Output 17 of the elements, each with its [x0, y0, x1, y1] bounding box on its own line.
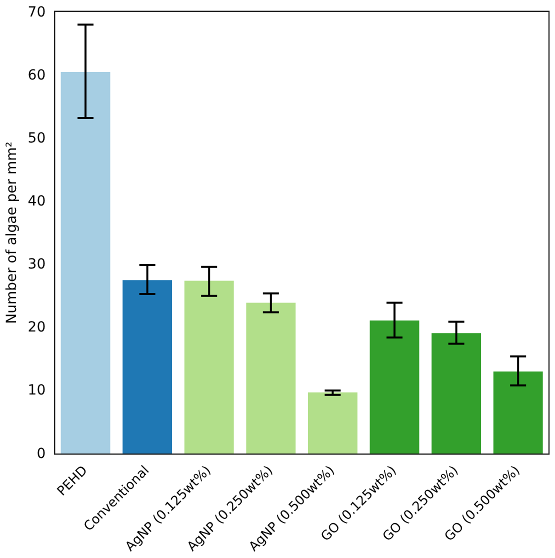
bar: [122, 280, 172, 454]
bar: [60, 72, 110, 454]
bar: [370, 320, 420, 454]
bar: [308, 392, 358, 454]
y-tick-label: 70: [28, 4, 46, 20]
y-tick-label: 30: [28, 256, 46, 273]
bar: [432, 333, 482, 454]
y-tick-label: 20: [28, 320, 46, 336]
y-tick-label: 0: [36, 446, 46, 462]
bar: [246, 302, 296, 454]
bar: [493, 372, 543, 454]
y-tick-label: 10: [28, 382, 46, 399]
y-tick-label: 50: [28, 130, 46, 146]
y-axis-title: Number of algae per mm²: [4, 142, 20, 324]
y-tick-label: 60: [28, 67, 46, 84]
bar: [184, 280, 234, 454]
y-tick-label: 40: [28, 194, 46, 210]
